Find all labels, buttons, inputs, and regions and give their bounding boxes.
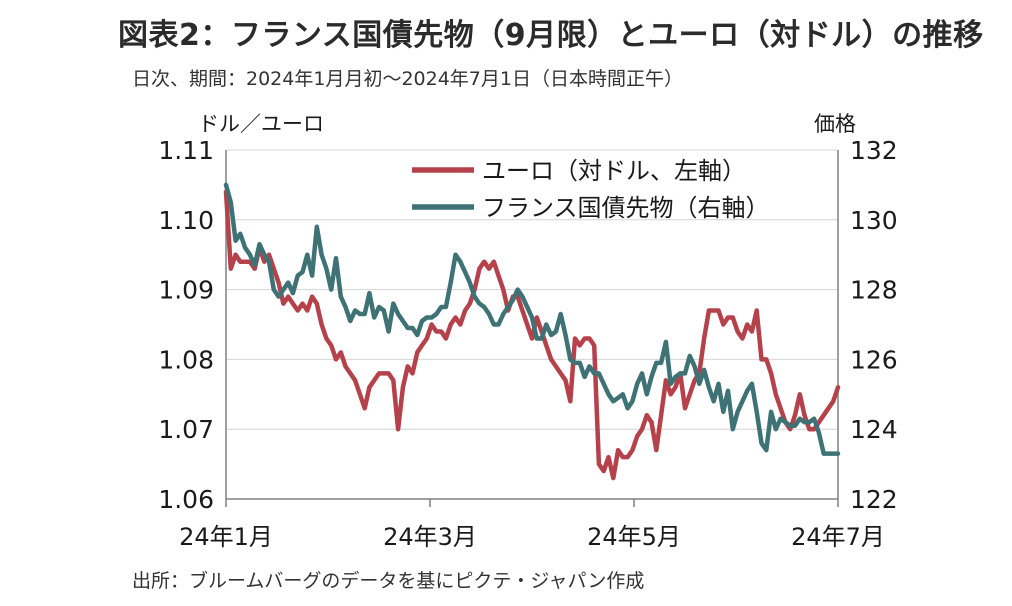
x-tick-label: 24年1月 <box>179 523 273 551</box>
left-axis-title: ドル／ユーロ <box>198 112 324 136</box>
right-axis-title: 価格 <box>814 112 856 136</box>
chart-title: 図表2：フランス国債先物（9月限）とユーロ（対ドル）の推移 <box>118 18 984 53</box>
left-tick-label: 1.06 <box>158 485 214 514</box>
series-line-2 <box>223 182 841 456</box>
right-tick-label: 130 <box>850 206 898 235</box>
x-tick-label: 24年5月 <box>587 523 681 551</box>
left-tick-label: 1.09 <box>158 276 214 305</box>
legend-label-1: ユーロ（対ドル、左軸） <box>482 157 746 185</box>
series-line-1 <box>223 189 841 481</box>
legend-label-2: フランス国債先物（右軸） <box>482 194 770 222</box>
x-tick-label: 24年3月 <box>383 523 477 551</box>
right-tick-label: 126 <box>850 345 898 374</box>
source-note: 出所：ブルームバーグのデータを基にピクテ・ジャパン作成 <box>132 570 645 592</box>
right-tick-label: 122 <box>850 485 898 514</box>
left-tick-label: 1.11 <box>158 136 214 165</box>
left-tick-label: 1.10 <box>158 206 214 235</box>
left-tick-label: 1.07 <box>158 415 214 444</box>
left-tick-label: 1.08 <box>158 345 214 374</box>
x-tick-label: 24年7月 <box>791 523 885 551</box>
right-tick-label: 128 <box>850 276 898 305</box>
right-tick-label: 132 <box>850 136 898 165</box>
right-tick-label: 124 <box>850 415 898 444</box>
chart-subtitle: 日次、期間：2024年1月月初～2024年7月1日（日本時間正午） <box>132 68 683 90</box>
